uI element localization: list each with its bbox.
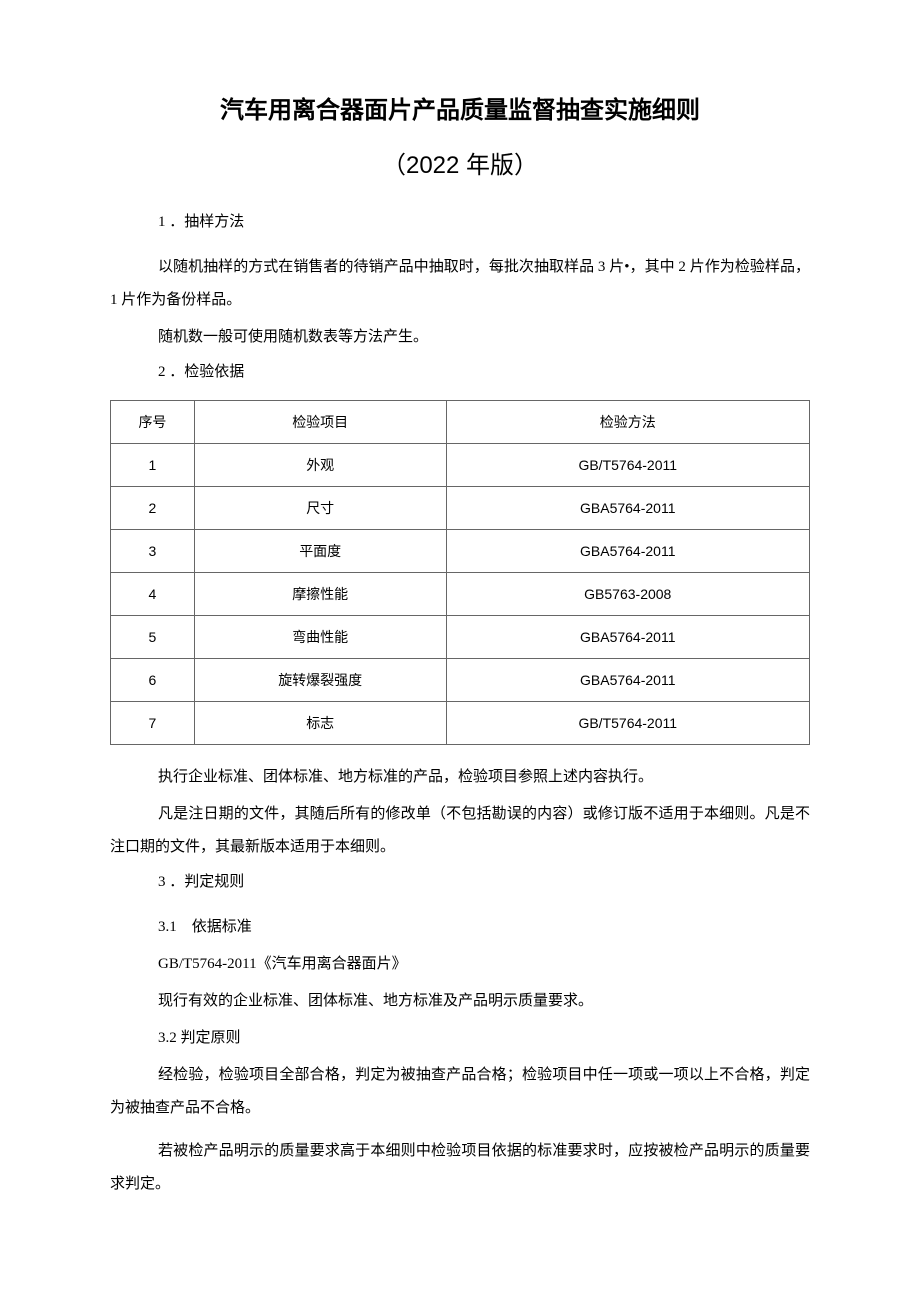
section-3-1-item-a: GB/T5764-2011《汽车用离合器面片》 [110, 948, 810, 981]
td-method: GB/T5764-2011 [446, 444, 810, 487]
td-seq: 1 [111, 444, 195, 487]
td-method: GBA5764-2011 [446, 530, 810, 573]
td-method: GB5763-2008 [446, 573, 810, 616]
section-3-1-heading: 3.1 依据标准 [110, 911, 810, 944]
th-item: 检验项目 [194, 401, 446, 444]
document-subtitle: （2022 年版） [110, 145, 810, 180]
section-1-heading: 1 ．抽样方法 [110, 208, 810, 237]
th-seq: 序号 [111, 401, 195, 444]
section-3-heading: 3 ．判定规则 [110, 868, 810, 897]
td-method: GBA5764-2011 [446, 659, 810, 702]
table-row: 4 摩擦性能 GB5763-2008 [111, 573, 810, 616]
section-2-paragraph-1: 执行企业标准、团体标准、地方标准的产品，检验项目参照上述内容执行。 [110, 761, 810, 794]
table-row: 6 旋转爆裂强度 GBA5764-2011 [111, 659, 810, 702]
td-method: GB/T5764-2011 [446, 702, 810, 745]
table-row: 7 标志 GB/T5764-2011 [111, 702, 810, 745]
td-item: 外观 [194, 444, 446, 487]
th-method: 检验方法 [446, 401, 810, 444]
section-1-paragraph-1: 以随机抽样的方式在销售者的待销产品中抽取时，每批次抽取样品 3 片•，其中 2 … [110, 251, 810, 317]
table-header-row: 序号 检验项目 检验方法 [111, 401, 810, 444]
table-row: 1 外观 GB/T5764-2011 [111, 444, 810, 487]
section-1-paragraph-2: 随机数一般可使用随机数表等方法产生。 [110, 321, 810, 354]
inspection-table: 序号 检验项目 检验方法 1 外观 GB/T5764-2011 2 尺寸 GBA… [110, 400, 810, 745]
td-seq: 5 [111, 616, 195, 659]
td-item: 弯曲性能 [194, 616, 446, 659]
table-row: 2 尺寸 GBA5764-2011 [111, 487, 810, 530]
td-item: 摩擦性能 [194, 573, 446, 616]
section-3-2-heading: 3.2 判定原则 [110, 1022, 810, 1055]
td-method: GBA5764-2011 [446, 616, 810, 659]
td-item: 平面度 [194, 530, 446, 573]
section-3-1-item-b: 现行有效的企业标准、团体标准、地方标准及产品明示质量要求。 [110, 985, 810, 1018]
table-row: 3 平面度 GBA5764-2011 [111, 530, 810, 573]
section-3-2-paragraph-a: 经检验，检验项目全部合格，判定为被抽查产品合格；检验项目中任一项或一项以上不合格… [110, 1059, 810, 1125]
td-seq: 6 [111, 659, 195, 702]
td-item: 尺寸 [194, 487, 446, 530]
section-3-2-paragraph-b: 若被检产品明示的质量要求高于本细则中检验项目依据的标准要求时，应按被检产品明示的… [110, 1135, 810, 1201]
section-2-heading: 2 ．检验依据 [110, 358, 810, 387]
td-method: GBA5764-2011 [446, 487, 810, 530]
td-seq: 3 [111, 530, 195, 573]
table-row: 5 弯曲性能 GBA5764-2011 [111, 616, 810, 659]
document-title: 汽车用离合器面片产品质量监督抽查实施细则 [110, 90, 810, 125]
td-item: 旋转爆裂强度 [194, 659, 446, 702]
section-2-paragraph-2: 凡是注日期的文件，其随后所有的修改单（不包括勘误的内容）或修订版不适用于本细则。… [110, 798, 810, 864]
td-seq: 2 [111, 487, 195, 530]
td-seq: 7 [111, 702, 195, 745]
td-seq: 4 [111, 573, 195, 616]
td-item: 标志 [194, 702, 446, 745]
